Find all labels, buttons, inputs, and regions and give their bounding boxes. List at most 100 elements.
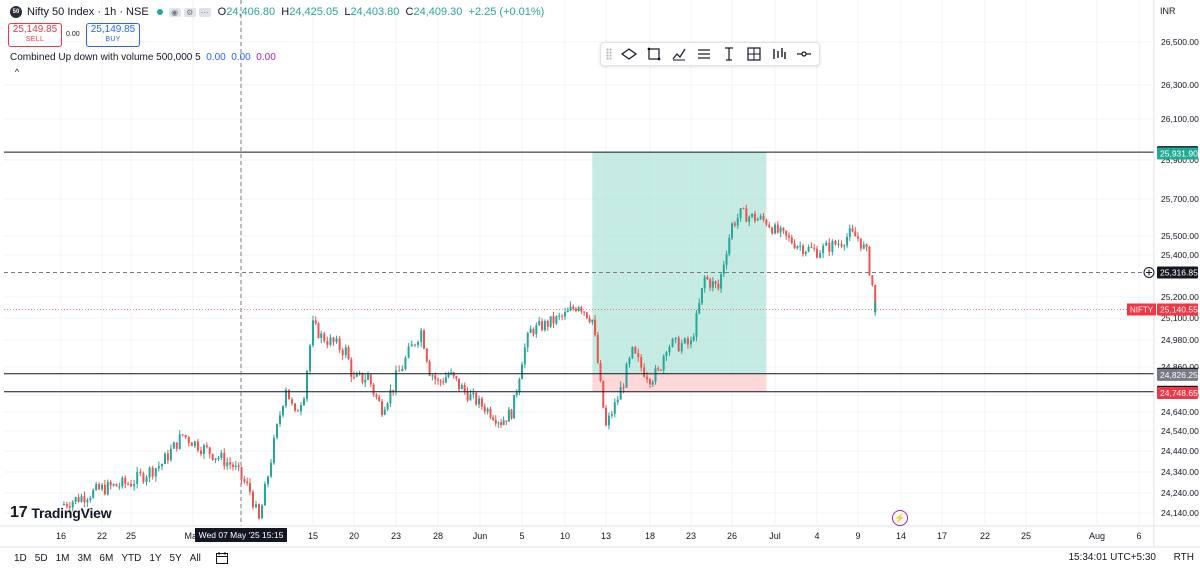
clock-time[interactable]: 15:34:01 UTC+5:30 bbox=[1068, 552, 1156, 563]
candle-body bbox=[859, 238, 862, 249]
candle-body bbox=[297, 410, 299, 412]
candle-body bbox=[306, 371, 308, 399]
position-price-tag-text: 25,931.90 bbox=[1160, 148, 1198, 158]
candle-body bbox=[807, 246, 810, 252]
candle-body bbox=[703, 276, 706, 289]
more-icon[interactable]: ⋯ bbox=[198, 7, 211, 17]
range-all-button[interactable]: All bbox=[189, 552, 201, 564]
sell-label: SELL bbox=[25, 36, 45, 43]
range-6m-button[interactable]: 6M bbox=[99, 552, 114, 564]
time-tick-label: 14 bbox=[896, 531, 906, 541]
calendar-icon[interactable] bbox=[215, 551, 229, 565]
time-tick-label: 28 bbox=[433, 531, 443, 541]
position-price-tag-text: 24,748.65 bbox=[1160, 388, 1198, 398]
bars-tool-icon[interactable] bbox=[766, 44, 791, 64]
tradingview-logo[interactable]: 17 TradingView bbox=[10, 504, 112, 522]
brush-tool-icon[interactable] bbox=[666, 44, 691, 64]
price-tick-label: 25,900.00 bbox=[1161, 155, 1199, 165]
candle-body bbox=[549, 316, 552, 327]
candle-body bbox=[98, 484, 101, 490]
time-tick-label: Jun bbox=[473, 531, 488, 541]
sell-button[interactable]: 25,149.85 SELL bbox=[8, 23, 62, 47]
time-tick-label: 22 bbox=[980, 531, 990, 541]
fib-tool-icon[interactable] bbox=[691, 44, 716, 64]
candle-body bbox=[243, 479, 246, 482]
position-price-tag: 24,748.65 bbox=[1157, 386, 1198, 399]
candle-body bbox=[759, 216, 762, 219]
candle-body bbox=[825, 242, 828, 246]
candle-body bbox=[507, 409, 510, 422]
candle-body bbox=[466, 391, 469, 401]
session-toggle[interactable]: RTH bbox=[1173, 552, 1194, 563]
time-tick-label: 6 bbox=[1136, 531, 1141, 541]
currency-label[interactable]: INR bbox=[1160, 6, 1176, 16]
line-tool-icon[interactable] bbox=[791, 44, 816, 64]
candle-body bbox=[223, 452, 226, 467]
symbol-title[interactable]: Nifty 50 Index · 1h · NSE bbox=[27, 6, 149, 18]
candle-body bbox=[375, 394, 378, 397]
candle-body bbox=[810, 246, 813, 248]
buy-button[interactable]: 25,149.85 BUY bbox=[86, 23, 140, 47]
crosshair-date-label: Wed 07 May '25 15:15 bbox=[199, 530, 284, 540]
candle-body bbox=[106, 481, 109, 495]
range-ytd-button[interactable]: YTD bbox=[121, 552, 142, 564]
candle-body bbox=[442, 381, 445, 383]
candle-body bbox=[431, 375, 434, 377]
candle-body bbox=[264, 483, 266, 506]
range-1d-button[interactable]: 1D bbox=[14, 552, 27, 564]
candle-body bbox=[668, 346, 671, 353]
candle-body bbox=[89, 497, 92, 501]
candle-body bbox=[714, 281, 717, 284]
candle-body bbox=[347, 347, 350, 360]
drag-handle-icon[interactable] bbox=[606, 48, 612, 60]
candle-body bbox=[649, 379, 651, 385]
candle-body bbox=[566, 310, 569, 313]
range-5y-button[interactable]: 5Y bbox=[169, 552, 182, 564]
candle-body bbox=[83, 496, 86, 503]
rectangle-tool-icon[interactable] bbox=[641, 44, 666, 64]
candle-body bbox=[874, 302, 877, 313]
indicator-legend[interactable]: Combined Up down with volume 500,000 5 0… bbox=[10, 52, 276, 63]
ellipse-tool-icon[interactable] bbox=[616, 44, 641, 64]
candle-body bbox=[101, 484, 103, 490]
buy-label: BUY bbox=[105, 36, 121, 43]
candle-body bbox=[229, 462, 232, 465]
candle-body bbox=[124, 477, 127, 484]
lightning-icon[interactable]: ⚡ bbox=[892, 510, 908, 526]
candle-body bbox=[77, 497, 80, 502]
candle-body bbox=[166, 453, 169, 461]
collapse-legend-button[interactable]: ^ bbox=[14, 67, 20, 77]
candle-body bbox=[417, 341, 420, 346]
range-1m-button[interactable]: 1M bbox=[55, 552, 70, 564]
candle-body bbox=[267, 476, 269, 484]
candle-body bbox=[751, 213, 754, 217]
time-tick-label: 9 bbox=[855, 531, 860, 541]
range-1y-button[interactable]: 1Y bbox=[149, 552, 162, 564]
text-tool-icon[interactable] bbox=[716, 44, 741, 64]
eye-icon[interactable]: ◉ bbox=[168, 7, 181, 17]
symbol-tag-text: NIFTY bbox=[1130, 305, 1154, 314]
candle-body bbox=[816, 248, 818, 258]
candle-body bbox=[335, 338, 338, 343]
candle-body bbox=[103, 484, 106, 495]
candle-body bbox=[398, 370, 401, 372]
candle-body bbox=[594, 319, 597, 335]
candle-body bbox=[270, 462, 272, 477]
candle-body bbox=[771, 227, 774, 234]
candle-body bbox=[303, 398, 305, 406]
candle-body bbox=[753, 213, 756, 221]
candle-body bbox=[175, 442, 178, 449]
candle-body bbox=[748, 216, 751, 222]
candle-body bbox=[634, 346, 637, 354]
settings-icon[interactable]: ⚙ bbox=[183, 7, 196, 17]
candle-body bbox=[558, 315, 561, 317]
range-3m-button[interactable]: 3M bbox=[77, 552, 92, 564]
candle-body bbox=[857, 236, 859, 239]
range-5d-button[interactable]: 5D bbox=[34, 552, 48, 564]
candle-body bbox=[410, 344, 413, 347]
measure-tool-icon[interactable] bbox=[741, 44, 766, 64]
candle-body bbox=[862, 244, 865, 249]
open-value: 24,406.80 bbox=[226, 6, 276, 18]
candle-body bbox=[561, 315, 564, 317]
